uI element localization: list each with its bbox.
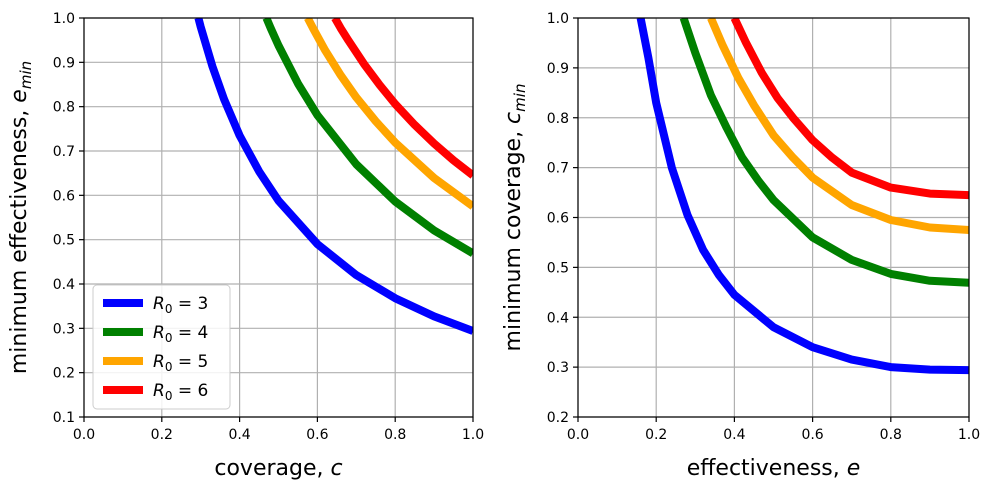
left-chart-panel: 0.0 0.2 0.4 0.6 0.8 1.0 0.1 0.2 0.3 0.4 0.5 0.6 0.7 0… <box>7 11 484 481</box>
legend-label-r0-4: R0 = 4 <box>153 323 208 345</box>
y-tick-label: 0.4 <box>53 277 75 293</box>
x-tick-label: 0.6 <box>306 427 328 443</box>
series-line-r0-3 <box>636 18 969 375</box>
x-tick-label: 1.0 <box>462 427 484 443</box>
x-tick-label: 0.4 <box>228 427 250 443</box>
x-axis-title-variable: c <box>331 456 343 481</box>
y-tick-label: 0.5 <box>53 233 75 249</box>
axes-frame <box>83 17 474 418</box>
x-tick-label: 0.6 <box>801 427 823 443</box>
y-tick-label: 0.6 <box>547 211 569 227</box>
y-axis-title-variable: e <box>7 89 32 103</box>
x-axis-title: coverage, c <box>214 456 342 481</box>
x-tick-label: 0.4 <box>723 427 745 443</box>
y-tick-label: 0.3 <box>547 360 569 376</box>
x-axis-title: effectiveness, e <box>687 456 861 481</box>
legend: R0 = 3 R0 = 4 R0 = 5 R0 = 6 <box>92 284 231 410</box>
legend-label-r0-6: R0 = 6 <box>153 381 208 403</box>
y-tick-label: 0.3 <box>53 321 75 337</box>
y-tick-label: 0.8 <box>53 100 75 116</box>
legend-value: 6 <box>198 381 209 401</box>
legend-value: 3 <box>198 294 209 314</box>
y-axis-title-text: minimum coverage, <box>501 124 526 352</box>
legend-label-r0-5: R0 = 5 <box>153 352 208 374</box>
x-tick-label: 0.0 <box>567 427 589 443</box>
x-tick-label: 0.8 <box>384 427 406 443</box>
y-axis-title: minimum coverage, cmin <box>501 84 529 352</box>
series-line-r0-6 <box>730 18 969 200</box>
y-tick-label: 0.2 <box>53 366 75 382</box>
legend-value: 5 <box>198 352 209 372</box>
series-line-r0-4 <box>262 18 473 257</box>
y-tick-label: 0.2 <box>547 410 569 426</box>
y-axis-title: minimum effectiveness, emin <box>7 61 35 374</box>
x-axis-title-text: effectiveness, <box>687 456 847 481</box>
series-line-r0-6 <box>331 18 473 179</box>
legend-box <box>92 284 231 410</box>
series-line-r0-3 <box>194 18 473 335</box>
series-line-r0-4 <box>679 18 969 287</box>
y-axis-title-variable: c <box>501 112 526 124</box>
x-tick-label: 0.2 <box>151 427 173 443</box>
x-tick-label: 0.2 <box>645 427 667 443</box>
y-tick-label: 0.8 <box>547 111 569 127</box>
x-tick-label: 1.0 <box>958 427 980 443</box>
y-axis-title-text: minimum effectiveness, <box>7 103 32 374</box>
x-axis-title-text: coverage, <box>214 456 330 481</box>
y-tick-label: 0.7 <box>53 144 75 160</box>
series-line-r0-5 <box>707 18 969 234</box>
y-tick-label: 1.0 <box>53 11 75 27</box>
legend-value: 4 <box>198 323 209 343</box>
y-tick-label: 0.9 <box>53 55 75 71</box>
y-axis-title-subscript: min <box>17 61 35 89</box>
y-tick-label: 0.6 <box>53 188 75 204</box>
y-tick-label: 0.4 <box>547 310 569 326</box>
y-tick-label: 0.5 <box>547 260 569 276</box>
y-tick-label: 1.0 <box>547 11 569 27</box>
x-tick-label: 0.0 <box>73 427 95 443</box>
y-tick-label: 0.7 <box>547 161 569 177</box>
y-tick-label: 0.1 <box>53 410 75 426</box>
x-axis-title-variable: e <box>847 456 861 481</box>
y-axis-title-subscript: min <box>511 84 529 112</box>
x-tick-label: 0.8 <box>880 427 902 443</box>
legend-label-r0-3: R0 = 3 <box>153 294 208 316</box>
right-chart-panel: 0.0 0.2 0.4 0.6 0.8 1.00.20.30.40.50.60.70.80… <box>501 11 980 481</box>
series-line-r0-5 <box>304 18 473 210</box>
y-tick-label: 0.9 <box>547 61 569 77</box>
